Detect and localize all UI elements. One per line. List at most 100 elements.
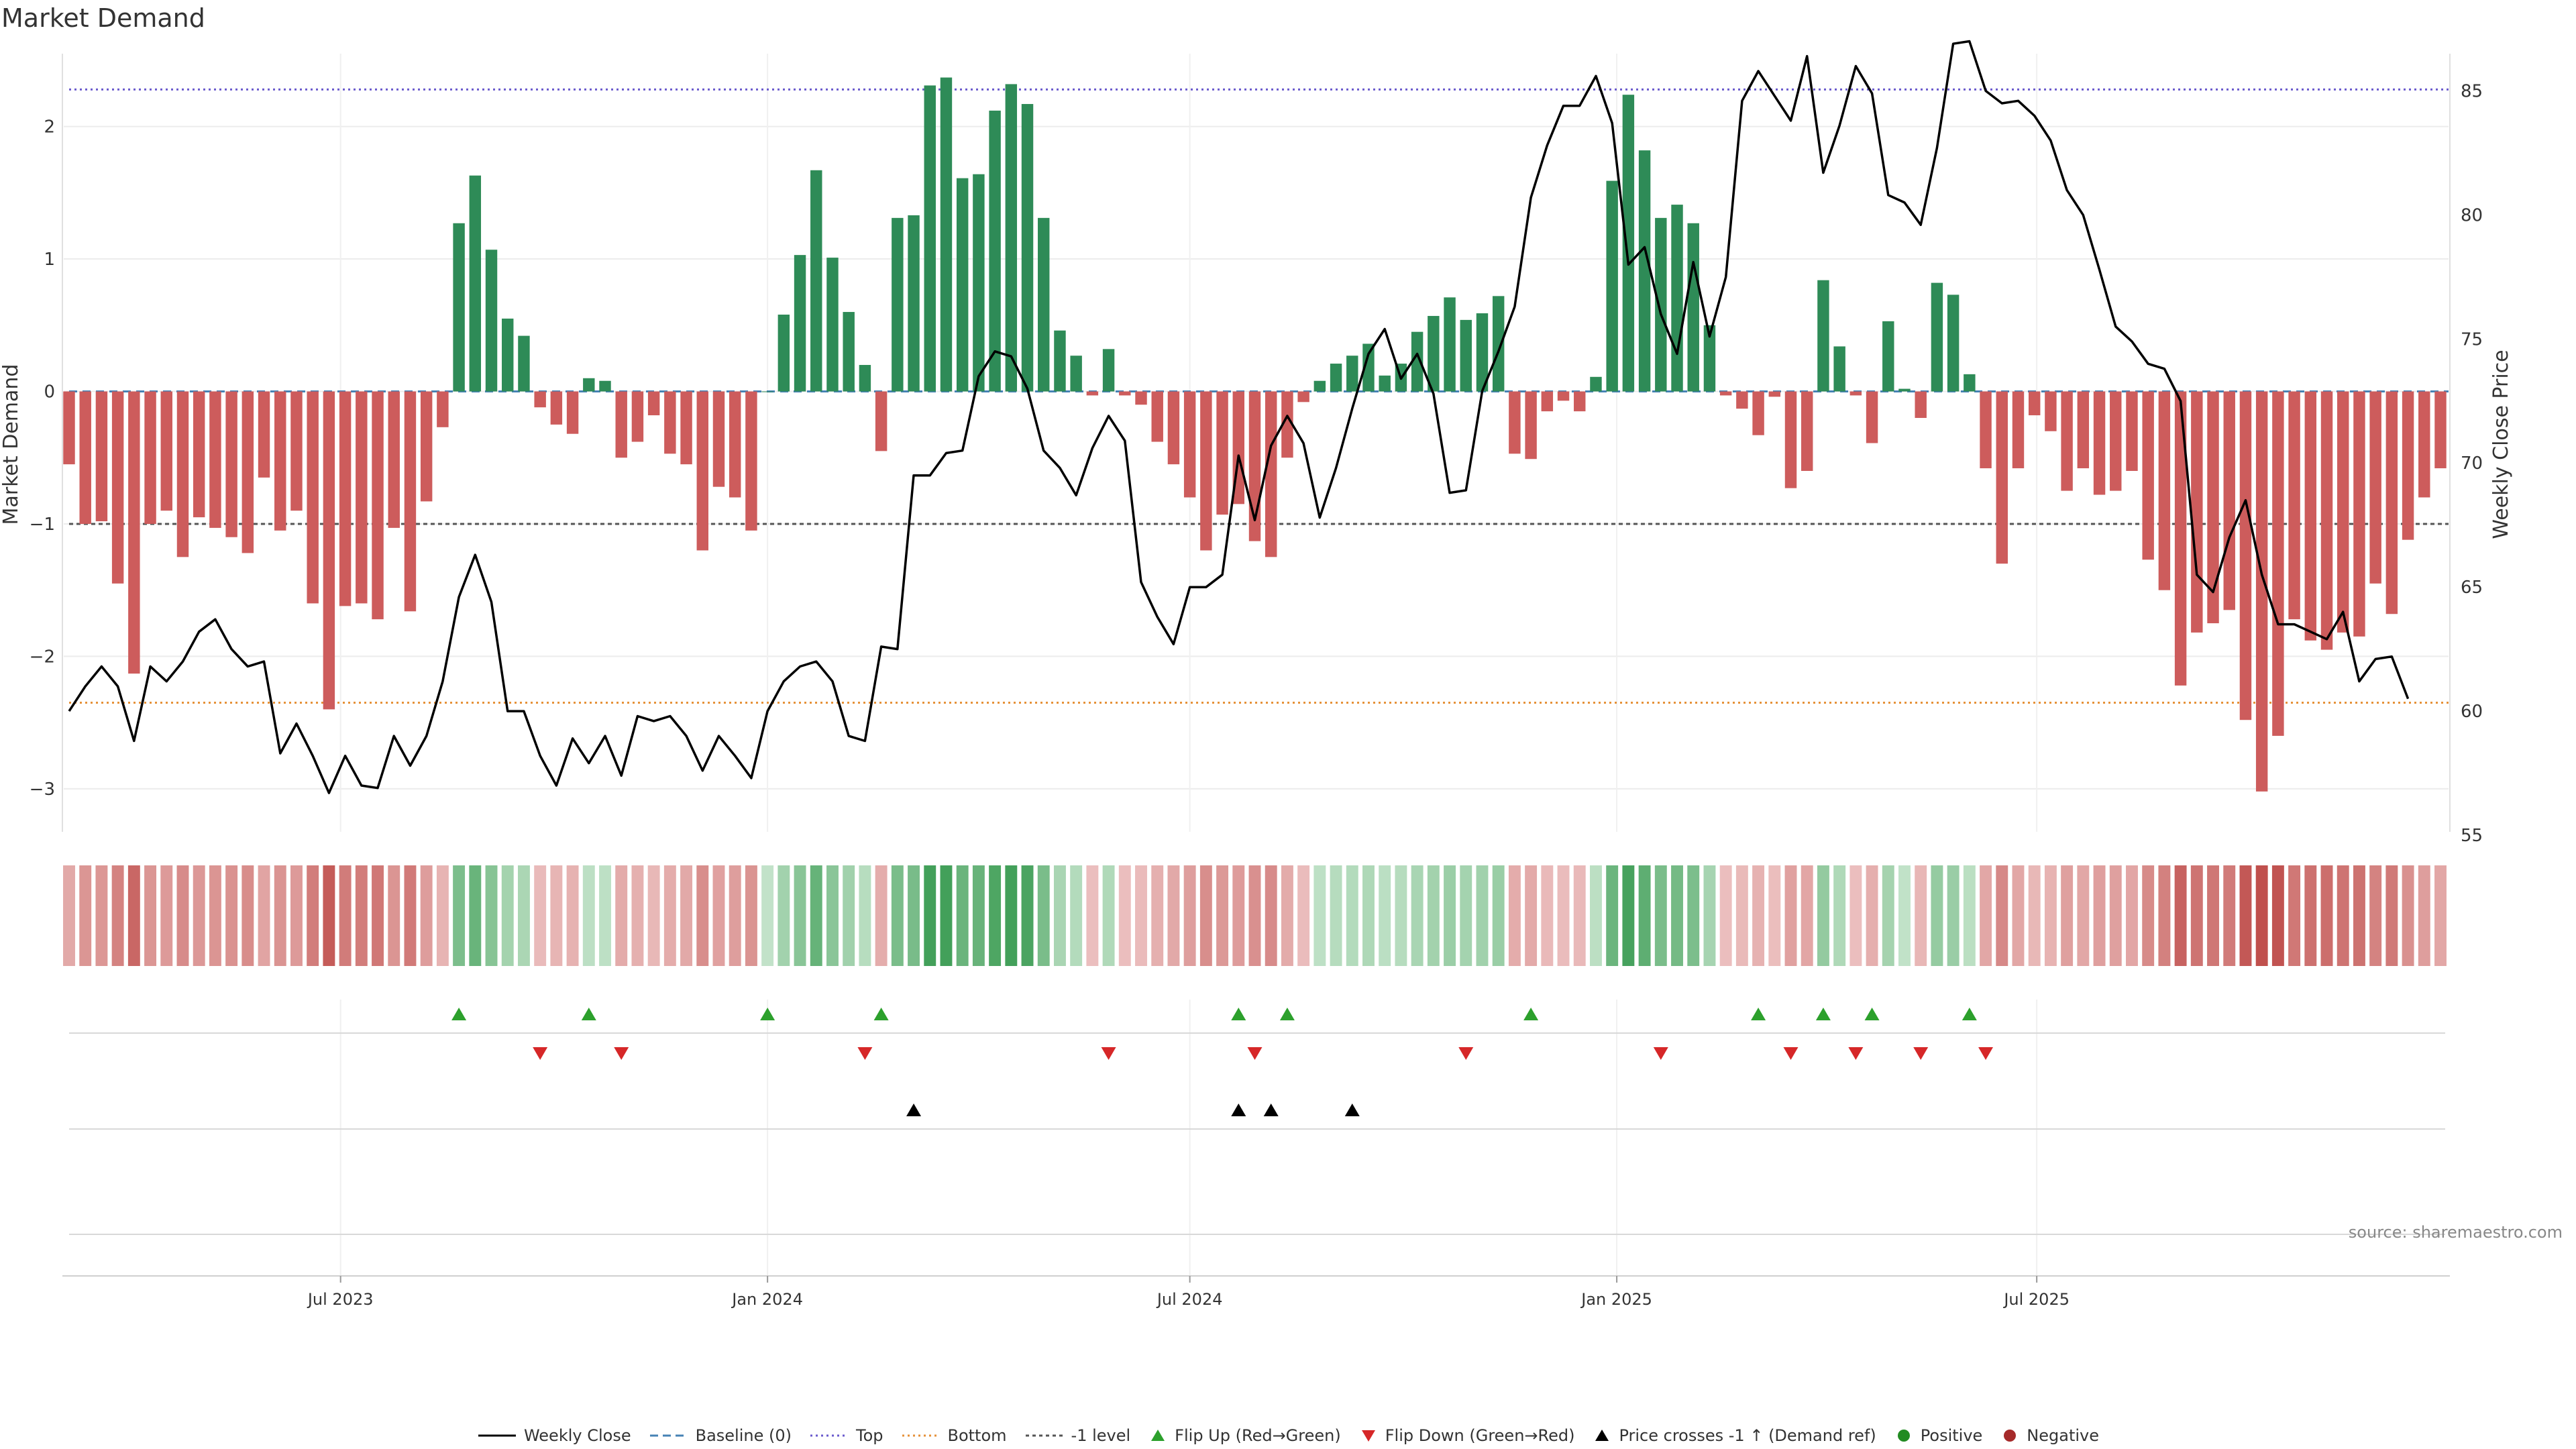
demand-bar <box>777 314 790 392</box>
heat-cell <box>631 865 644 966</box>
demand-bar <box>1021 104 1034 392</box>
demand-bar <box>1167 391 1180 465</box>
demand-bar <box>95 391 108 522</box>
legend-label: Weekly Close <box>523 1426 631 1445</box>
demand-bar <box>1833 346 1845 392</box>
heat-cell <box>761 865 774 966</box>
heat-cell <box>1053 865 1066 966</box>
demand-bar <box>794 255 806 392</box>
flip-up-marker <box>1279 1008 1295 1020</box>
demand-bar <box>2174 391 2187 686</box>
demand-bar <box>2337 391 2349 633</box>
legend-label: Price crosses -1 ↑ (Demand ref) <box>1619 1426 1876 1445</box>
legend: Weekly Close Baseline (0) Top Bottom -1 leve… <box>0 1422 2576 1449</box>
demand-bar <box>1719 391 1732 396</box>
flip-down-marker <box>1783 1047 1799 1060</box>
heat-cell <box>1118 865 1131 966</box>
heat-cell <box>1817 865 1829 966</box>
heat-cell <box>274 865 286 966</box>
heat-cell <box>1996 865 2008 966</box>
left-axis-label: Market Demand <box>0 364 23 525</box>
legend-item: Flip Up (Red→Green) <box>1148 1426 1341 1445</box>
legend-label: Positive <box>1920 1426 1983 1445</box>
demand-bar <box>469 175 482 392</box>
legend-swatch <box>2004 1430 2017 1442</box>
demand-bar <box>1817 280 1829 392</box>
heat-cell <box>745 865 757 966</box>
demand-bar <box>2207 391 2219 624</box>
heat-cell <box>160 865 173 966</box>
legend-swatch <box>1361 1430 1375 1442</box>
heat-cell <box>111 865 124 966</box>
heat-cell <box>1492 865 1505 966</box>
demand-bar <box>193 391 205 518</box>
demand-bar <box>631 391 644 442</box>
left-tick-label: 0 <box>44 382 55 402</box>
demand-bar <box>274 391 286 531</box>
heat-cell <box>241 865 254 966</box>
heat-cell <box>582 865 595 966</box>
demand-bar <box>1086 391 1099 396</box>
demand-bar <box>956 178 969 392</box>
heat-cell <box>1833 865 1846 966</box>
right-tick-label: 70 <box>2461 453 2483 474</box>
demand-bar <box>664 391 676 454</box>
heat-cell <box>1573 865 1586 966</box>
demand-bar <box>1866 391 1878 443</box>
heat-cell <box>2044 865 2057 966</box>
demand-bar <box>826 258 839 392</box>
demand-bar <box>176 391 189 557</box>
heat-cell <box>663 865 676 966</box>
demand-bar <box>1362 343 1375 392</box>
demand-bar <box>924 85 936 392</box>
flip-down-marker <box>533 1047 548 1060</box>
demand-bar <box>1687 223 1699 392</box>
legend-label: -1 level <box>1071 1426 1131 1445</box>
heat-cell <box>2369 865 2382 966</box>
heat-cell <box>2418 865 2430 966</box>
demand-bar <box>307 391 319 604</box>
demand-bar <box>1509 391 1521 454</box>
heat-cell <box>1005 865 1018 966</box>
heat-cell <box>2271 865 2284 966</box>
demand-bar <box>2288 391 2300 620</box>
demand-bar <box>79 391 91 524</box>
legend-label: Baseline (0) <box>695 1426 792 1445</box>
demand-bar <box>647 391 660 416</box>
demand-bar <box>485 250 498 392</box>
demand-bar <box>2369 391 2381 584</box>
heat-cell <box>1719 865 1732 966</box>
heat-cell <box>843 865 855 966</box>
demand-bar <box>1557 391 1570 401</box>
chart-title: Market Demand <box>1 3 205 33</box>
heat-cell <box>859 865 871 966</box>
demand-bar <box>1915 391 1927 419</box>
demand-bar <box>1200 391 1212 551</box>
right-tick-label: 85 <box>2461 81 2483 101</box>
heat-cell <box>2190 865 2203 966</box>
flip-up-marker <box>1815 1008 1831 1020</box>
demand-bar <box>2142 391 2154 560</box>
heat-cell <box>1654 865 1667 966</box>
heat-cell <box>956 865 969 966</box>
heat-cell <box>1476 865 1489 966</box>
heat-cell <box>1882 865 1894 966</box>
heat-cell <box>908 865 920 966</box>
demand-bars <box>63 77 2447 792</box>
demand-bar <box>940 77 953 392</box>
heat-cell <box>1557 865 1570 966</box>
heat-cell <box>1525 865 1538 966</box>
heat-cell <box>1931 865 1943 966</box>
demand-bar <box>258 391 270 478</box>
demand-bar <box>1525 391 1537 460</box>
heat-cell <box>2126 865 2138 966</box>
flip-down-marker <box>1458 1047 1474 1060</box>
heat-cell <box>1590 865 1602 966</box>
heat-cell <box>1508 865 1521 966</box>
demand-bar <box>1947 294 1960 392</box>
legend-item: Negative <box>2000 1426 2099 1445</box>
legend-swatch <box>902 1434 940 1437</box>
demand-bar <box>2012 391 2025 469</box>
heat-cell <box>972 865 985 966</box>
